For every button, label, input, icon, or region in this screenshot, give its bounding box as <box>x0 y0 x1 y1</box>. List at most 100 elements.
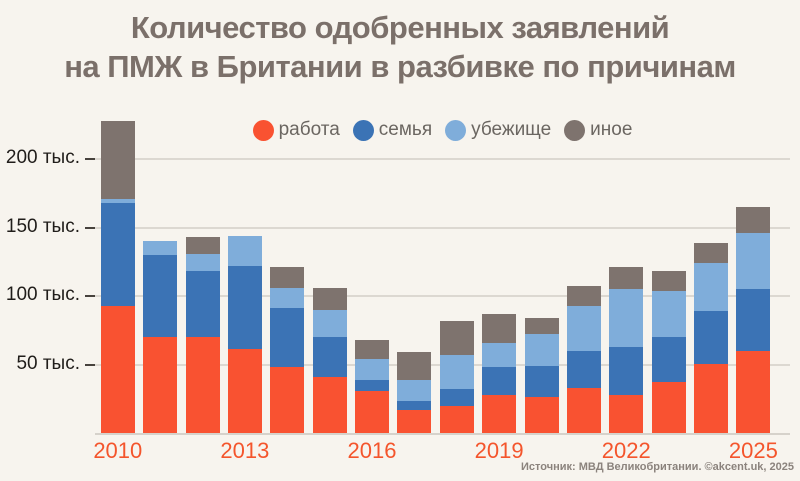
gridline-200 <box>95 158 790 160</box>
chart-title-line1: Количество одобренных заявлений <box>130 10 670 45</box>
y-axis-label-50: 50 тыс. <box>16 352 80 374</box>
bar-segment-работа <box>355 390 390 433</box>
bar-segment-убежище <box>524 334 559 366</box>
bar-2010 <box>100 120 135 433</box>
bar-segment-семья <box>693 311 728 365</box>
bar-segment-убежище <box>355 359 390 380</box>
bar-segment-работа <box>693 364 728 433</box>
y-axis-label-150: 150 тыс. <box>5 215 80 237</box>
bar-segment-иное <box>693 242 728 264</box>
bar-segment-работа <box>100 305 135 433</box>
bar-2025 <box>736 206 771 433</box>
bar-segment-работа <box>736 350 771 433</box>
bar-segment-семья <box>609 346 644 395</box>
bar-segment-работа <box>566 387 601 433</box>
y-axis-label-100: 100 тыс. <box>5 284 80 305</box>
bar-segment-убежище <box>566 305 601 351</box>
y-axis-tick-50 <box>85 363 95 366</box>
bar-segment-работа <box>439 405 474 433</box>
legend-item-убежище: убежище <box>445 119 551 141</box>
bar-segment-работа <box>651 382 686 433</box>
bar-2013 <box>227 235 262 433</box>
bar-segment-работа <box>482 394 517 433</box>
bar-segment-иное <box>312 287 347 310</box>
bar-segment-убежище <box>482 342 517 368</box>
legend-color-dot <box>352 119 374 141</box>
legend: работа семья убежище иное <box>95 117 790 143</box>
bar-segment-убежище <box>651 290 686 338</box>
bar-segment-работа <box>227 349 262 433</box>
bar-2011 <box>143 241 178 433</box>
legend-item-работа: работа <box>252 119 340 141</box>
bar-segment-убежище <box>693 263 728 312</box>
bar-2016 <box>355 339 390 433</box>
bar-segment-иное <box>482 313 517 343</box>
bar-segment-семья <box>651 337 686 383</box>
x-axis-label-2019: 2019 <box>474 438 524 463</box>
bar-segment-убежище <box>185 253 220 272</box>
bar-segment-иное <box>439 320 474 355</box>
bar-segment-убежище <box>100 198 135 203</box>
bar-segment-семья <box>524 365 559 398</box>
legend-item-иное: иное <box>564 119 632 141</box>
bar-segment-иное <box>100 120 135 199</box>
bar-segment-иное <box>736 206 771 233</box>
bar-2014 <box>270 267 305 433</box>
x-axis-label-2022: 2022 <box>601 438 651 463</box>
y-axis-tick-150 <box>85 226 95 229</box>
bar-2020 <box>524 317 559 433</box>
bar-segment-убежище <box>397 379 432 402</box>
chart-title-line2: на ПМЖ в Британии в разбивке по причинам <box>64 49 736 84</box>
legend-label: убежище <box>471 119 552 140</box>
gridline-100 <box>95 295 790 297</box>
legend-item-семья: семья <box>352 119 433 141</box>
bar-segment-семья <box>566 350 601 388</box>
legend-color-dot <box>252 119 274 141</box>
bar-segment-семья <box>439 389 474 406</box>
bar-segment-работа <box>524 397 559 433</box>
y-axis-label-200: 200 тыс. <box>5 147 80 168</box>
bar-segment-работа <box>397 409 432 433</box>
bar-segment-семья <box>185 271 220 338</box>
bar-segment-иное <box>397 352 432 380</box>
y-axis-tick-200 <box>85 158 95 160</box>
bar-segment-работа <box>609 394 644 433</box>
bar-segment-иное <box>524 317 559 335</box>
bar-segment-семья <box>312 337 347 377</box>
bar-segment-убежище <box>227 235 262 266</box>
bar-segment-убежище <box>270 287 305 309</box>
bar-2021 <box>566 286 601 433</box>
x-axis-label-2025: 2025 <box>728 438 778 463</box>
bar-segment-иное <box>651 271 686 291</box>
source-attribution: Источник: МВД Великобритании. ©akcent.uk… <box>521 461 794 473</box>
bar-segment-работа <box>143 337 178 433</box>
x-axis-label-2013: 2013 <box>220 438 270 463</box>
bar-segment-семья <box>227 265 262 350</box>
bar-2024 <box>693 242 728 433</box>
bar-2022 <box>609 267 644 433</box>
bar-segment-работа <box>270 367 305 433</box>
bar-2012 <box>185 237 220 433</box>
bar-segment-семья <box>100 202 135 306</box>
bar-2015 <box>312 287 347 433</box>
x-axis-label-2010: 2010 <box>93 438 143 463</box>
bar-segment-убежище <box>736 232 771 290</box>
chart-title: Количество одобренных заявлений на ПМЖ в … <box>0 8 800 86</box>
bar-segment-семья <box>736 289 771 351</box>
bar-2019 <box>482 313 517 433</box>
y-axis-tick-100 <box>85 295 95 297</box>
bar-segment-семья <box>270 308 305 368</box>
bar-segment-семья <box>397 401 432 410</box>
bar-segment-иное <box>270 267 305 288</box>
bar-segment-работа <box>312 376 347 433</box>
legend-label: семья <box>378 119 433 140</box>
legend-label: работа <box>278 119 340 140</box>
legend-label: иное <box>590 119 633 140</box>
bar-2017 <box>397 352 432 433</box>
legend-color-dot <box>564 119 586 141</box>
bar-segment-иное <box>566 286 601 306</box>
bar-segment-убежище <box>439 354 474 390</box>
bar-segment-убежище <box>312 309 347 338</box>
